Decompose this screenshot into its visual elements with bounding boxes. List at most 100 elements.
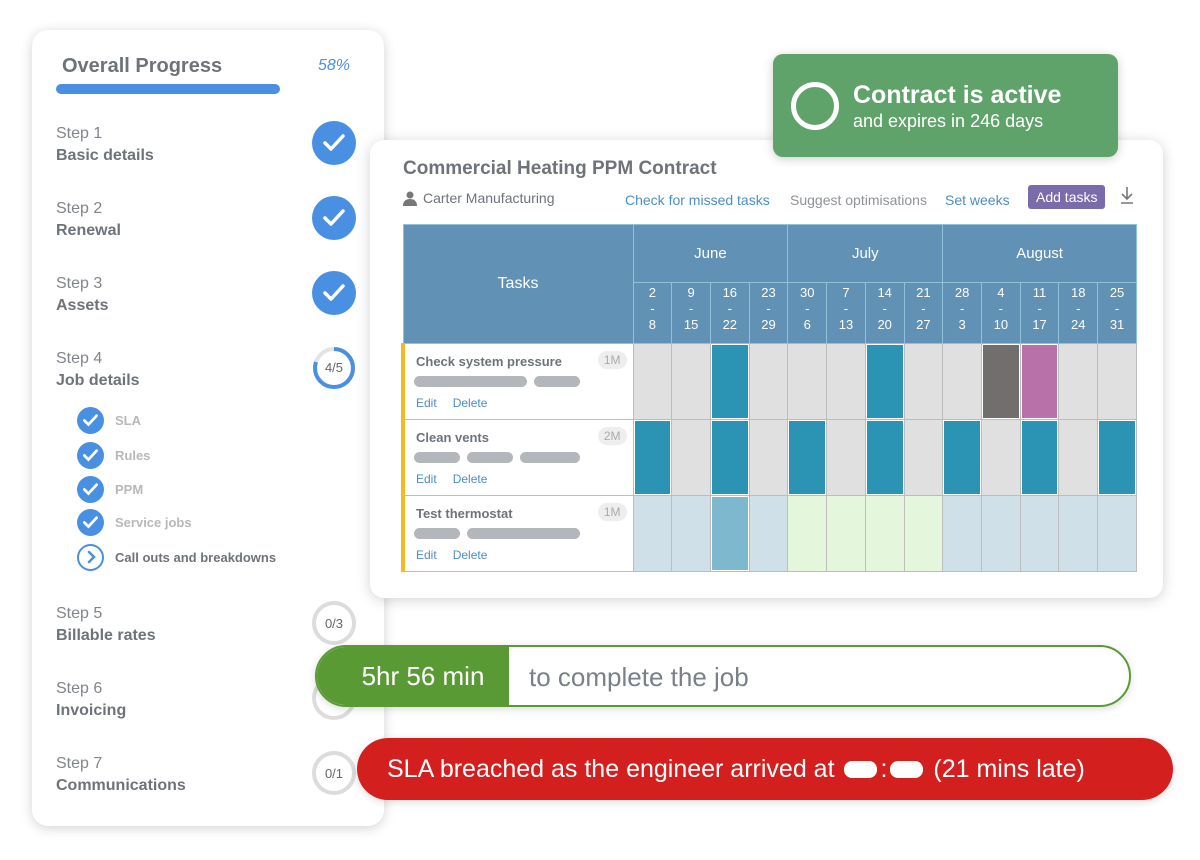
- step-5[interactable]: Step 5 Billable rates 0/3: [56, 601, 366, 653]
- delete-link[interactable]: Delete: [452, 472, 488, 486]
- progress-ring-icon: 0/1: [312, 751, 356, 795]
- schedule-cell[interactable]: [942, 495, 982, 572]
- substep-item[interactable]: Call outs and breakdowns: [77, 543, 276, 571]
- substep-label: PPM: [115, 481, 144, 497]
- week-end: 29: [761, 317, 776, 332]
- placeholder-tags: [414, 376, 580, 387]
- schedule-cell[interactable]: [903, 419, 944, 496]
- schedule-cell[interactable]: [1058, 343, 1099, 420]
- schedule-cell[interactable]: [1019, 343, 1060, 420]
- add-tasks-button[interactable]: Add tasks: [1028, 185, 1106, 209]
- schedule-cell[interactable]: [709, 495, 750, 572]
- week-header: 23-29: [748, 282, 789, 344]
- user-icon: [403, 191, 417, 206]
- schedule-cell[interactable]: [1058, 419, 1099, 496]
- step-label: Step 7: [56, 755, 103, 772]
- task-cell: Test thermostat 1M Edit Delete: [401, 495, 634, 572]
- overall-progress-percent: 58%: [318, 57, 351, 74]
- schedule-cell[interactable]: [748, 495, 789, 572]
- week-end: 3: [958, 317, 966, 332]
- week-start: 14: [877, 285, 892, 300]
- week-header: 9-15: [671, 282, 711, 344]
- sla-late-text: (21 mins late): [933, 754, 1085, 783]
- week-end: 24: [1071, 317, 1086, 332]
- schedule-cell[interactable]: [632, 419, 673, 496]
- step-label: Step 5: [56, 605, 103, 622]
- schedule-cell[interactable]: [1097, 343, 1137, 420]
- time-value: 5hr 56 min: [317, 647, 509, 705]
- week-end: 15: [683, 317, 699, 332]
- step-count: 0/1: [324, 765, 344, 781]
- delete-link[interactable]: Delete: [452, 396, 488, 410]
- step-label: Step 1: [56, 125, 103, 142]
- schedule-grid: Tasks June July August 2-8 9-15 16-22 23-29 30-…: [401, 224, 1137, 572]
- schedule-cell[interactable]: [942, 419, 982, 496]
- schedule-cell[interactable]: [1019, 495, 1060, 572]
- schedule-cell[interactable]: [942, 343, 982, 420]
- schedule-cell[interactable]: [709, 343, 750, 420]
- schedule-cell[interactable]: [671, 343, 711, 420]
- overall-progress-title: Overall Progress: [62, 55, 223, 77]
- schedule-cell[interactable]: [748, 419, 789, 496]
- step-count: 4/5: [324, 360, 344, 375]
- schedule-cell[interactable]: [903, 343, 944, 420]
- step-label: Step 4: [56, 350, 103, 367]
- schedule-cell[interactable]: [980, 419, 1021, 496]
- week-end: 6: [803, 317, 811, 332]
- step-3[interactable]: Step 3 Assets: [56, 271, 366, 323]
- substep-item[interactable]: Rules: [77, 441, 150, 469]
- schedule-cell[interactable]: [864, 495, 905, 572]
- check-circle-icon: [312, 196, 356, 240]
- schedule-cell[interactable]: [709, 419, 750, 496]
- step-7[interactable]: Step 7 Communications 0/1: [56, 751, 366, 803]
- week-header: 30-6: [787, 282, 828, 344]
- week-end: 10: [993, 317, 1009, 332]
- redacted-minute: [890, 760, 924, 778]
- schedule-cell[interactable]: [864, 343, 905, 420]
- schedule-cell[interactable]: [1019, 419, 1060, 496]
- substep-item[interactable]: Service jobs: [77, 508, 192, 536]
- step-2[interactable]: Step 2 Renewal: [56, 196, 366, 248]
- check-circle-icon: [312, 121, 356, 165]
- substep-label: Service jobs: [115, 514, 192, 530]
- schedule-cell[interactable]: [980, 495, 1021, 572]
- schedule-cell[interactable]: [826, 495, 866, 572]
- schedule-cell[interactable]: [980, 343, 1021, 420]
- week-header: 25-31: [1097, 282, 1137, 344]
- overall-progress-bar: [56, 84, 442, 94]
- check-circle-icon: [312, 271, 356, 315]
- schedule-cell[interactable]: [787, 343, 828, 420]
- edit-link[interactable]: Edit: [416, 396, 437, 410]
- step-name: Renewal: [56, 222, 121, 239]
- schedule-cell[interactable]: [632, 343, 673, 420]
- check-missed-tasks-link[interactable]: Check for missed tasks: [625, 192, 770, 208]
- schedule-cell[interactable]: [1097, 419, 1137, 496]
- step-4[interactable]: Step 4 Job details 4/5: [56, 347, 366, 398]
- schedule-cell[interactable]: [826, 419, 866, 496]
- schedule-cell[interactable]: [787, 495, 828, 572]
- schedule-cell[interactable]: [826, 343, 866, 420]
- schedule-cell[interactable]: [1097, 495, 1137, 572]
- schedule-cell[interactable]: [748, 343, 789, 420]
- schedule-cell[interactable]: [671, 495, 711, 572]
- edit-link[interactable]: Edit: [416, 472, 437, 486]
- step-1[interactable]: Step 1 Basic details: [56, 121, 366, 173]
- edit-link[interactable]: Edit: [416, 548, 437, 562]
- set-weeks-link[interactable]: Set weeks: [945, 192, 1010, 208]
- schedule-cell[interactable]: [864, 419, 905, 496]
- suggest-optimisations-link[interactable]: Suggest optimisations: [790, 192, 927, 208]
- schedule-cell[interactable]: [787, 419, 828, 496]
- schedule-cell[interactable]: [671, 419, 711, 496]
- delete-link[interactable]: Delete: [452, 548, 488, 562]
- schedule-cell[interactable]: [632, 495, 673, 572]
- tag-placeholder: [520, 452, 580, 463]
- task-row: Clean vents 2M Edit Delete: [401, 419, 1137, 496]
- week-end: 27: [916, 317, 931, 332]
- substep-item[interactable]: PPM: [77, 475, 144, 503]
- download-icon[interactable]: [1120, 186, 1134, 204]
- step-label: Step 3: [56, 275, 103, 292]
- schedule-cell[interactable]: [1058, 495, 1099, 572]
- schedule-cell[interactable]: [903, 495, 944, 572]
- substep-item[interactable]: SLA: [77, 406, 141, 434]
- week-end: 31: [1109, 317, 1125, 332]
